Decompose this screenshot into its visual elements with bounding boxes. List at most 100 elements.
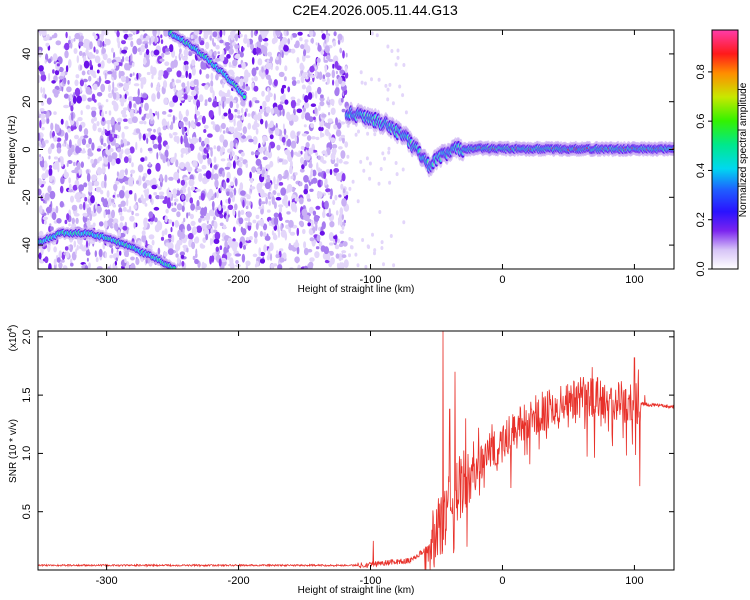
noise-cell	[102, 198, 108, 208]
noise-cell	[55, 205, 59, 214]
noise-cell	[300, 145, 305, 150]
noise-cell	[63, 93, 69, 99]
noise-cell	[245, 108, 248, 113]
noise-cell	[373, 248, 377, 253]
noise-cell	[328, 232, 334, 241]
noise-cell	[69, 139, 72, 149]
noise-cell	[204, 99, 208, 104]
noise-cell	[145, 240, 148, 247]
noise-cell	[73, 37, 76, 42]
noise-cell	[89, 213, 93, 222]
noise-cell	[166, 200, 172, 209]
noise-cell	[219, 134, 225, 143]
noise-cell	[148, 211, 154, 219]
noise-cell	[147, 244, 153, 250]
noise-cell	[180, 164, 185, 170]
noise-cell	[234, 154, 238, 161]
noise-cell	[302, 228, 306, 235]
noise-cell	[289, 160, 293, 168]
noise-cell	[315, 42, 318, 46]
noise-cell	[268, 200, 272, 206]
noise-cell	[289, 166, 293, 175]
noise-cell	[320, 30, 324, 34]
noise-cell	[296, 227, 300, 237]
noise-cell	[280, 187, 287, 196]
noise-cell	[330, 137, 336, 144]
noise-cell	[227, 69, 234, 75]
noise-cell	[255, 158, 262, 166]
spectrogram-y-axis-label: Frequency (Hz)	[7, 116, 18, 185]
noise-cell	[220, 257, 227, 263]
noise-cell	[151, 66, 157, 76]
noise-cell	[92, 83, 98, 91]
noise-cell	[106, 190, 110, 198]
noise-cell	[66, 86, 72, 93]
noise-cell	[340, 134, 346, 139]
noise-cell	[201, 164, 207, 170]
noise-cell	[335, 70, 338, 75]
noise-cell	[198, 94, 204, 103]
noise-cell	[130, 169, 136, 174]
noise-cell	[339, 230, 345, 235]
noise-cell	[46, 117, 50, 124]
noise-cell	[164, 174, 168, 183]
noise-cell	[319, 100, 325, 107]
noise-cell	[273, 106, 279, 115]
noise-cell	[258, 34, 263, 43]
noise-cell	[265, 196, 268, 205]
noise-cell	[39, 154, 42, 158]
noise-cell	[288, 244, 294, 251]
noise-cell	[96, 148, 101, 152]
noise-cell	[143, 37, 149, 42]
noise-cell	[124, 190, 130, 199]
noise-cell	[299, 62, 304, 71]
noise-cell	[123, 176, 128, 182]
noise-cell	[145, 49, 150, 55]
noise-cell	[93, 180, 100, 187]
noise-cell	[330, 188, 333, 198]
noise-cell	[273, 212, 279, 218]
noise-cell	[332, 40, 337, 47]
noise-cell	[304, 214, 310, 221]
noise-cell	[171, 221, 175, 227]
noise-cell	[212, 31, 218, 38]
noise-cell	[139, 77, 146, 83]
noise-cell	[199, 243, 204, 249]
noise-cell	[52, 53, 58, 62]
noise-cell	[68, 223, 71, 227]
noise-cell	[276, 144, 281, 151]
noise-cell	[160, 236, 165, 241]
noise-cell	[100, 180, 105, 189]
noise-cell	[213, 156, 217, 163]
noise-cell	[156, 152, 159, 160]
noise-cell	[194, 258, 199, 265]
noise-cell	[240, 151, 245, 157]
noise-cell	[103, 70, 109, 76]
noise-cell	[302, 72, 306, 78]
noise-cell	[380, 246, 384, 250]
snr-x-tick-label: -200	[228, 575, 250, 587]
noise-cell	[55, 40, 62, 46]
noise-cell	[370, 77, 373, 82]
noise-cell	[159, 58, 165, 62]
noise-cell	[328, 112, 331, 116]
noise-cell	[124, 148, 131, 155]
noise-cell	[39, 120, 42, 129]
noise-cell	[226, 208, 229, 217]
noise-cell	[325, 169, 331, 174]
noise-cell	[241, 253, 246, 263]
noise-cell	[229, 257, 234, 266]
noise-cell	[249, 236, 253, 241]
noise-cell	[109, 254, 113, 259]
noise-cell	[180, 179, 186, 186]
noise-cell	[83, 60, 90, 69]
noise-cell	[205, 41, 210, 50]
noise-cell	[283, 45, 289, 52]
noise-cell	[245, 86, 251, 91]
noise-cell	[209, 86, 214, 94]
spectrogram-y-tick-label: 20	[21, 96, 33, 108]
noise-cell	[273, 217, 279, 226]
noise-cell	[320, 179, 323, 187]
noise-cell	[43, 160, 48, 170]
noise-cell	[114, 180, 120, 185]
